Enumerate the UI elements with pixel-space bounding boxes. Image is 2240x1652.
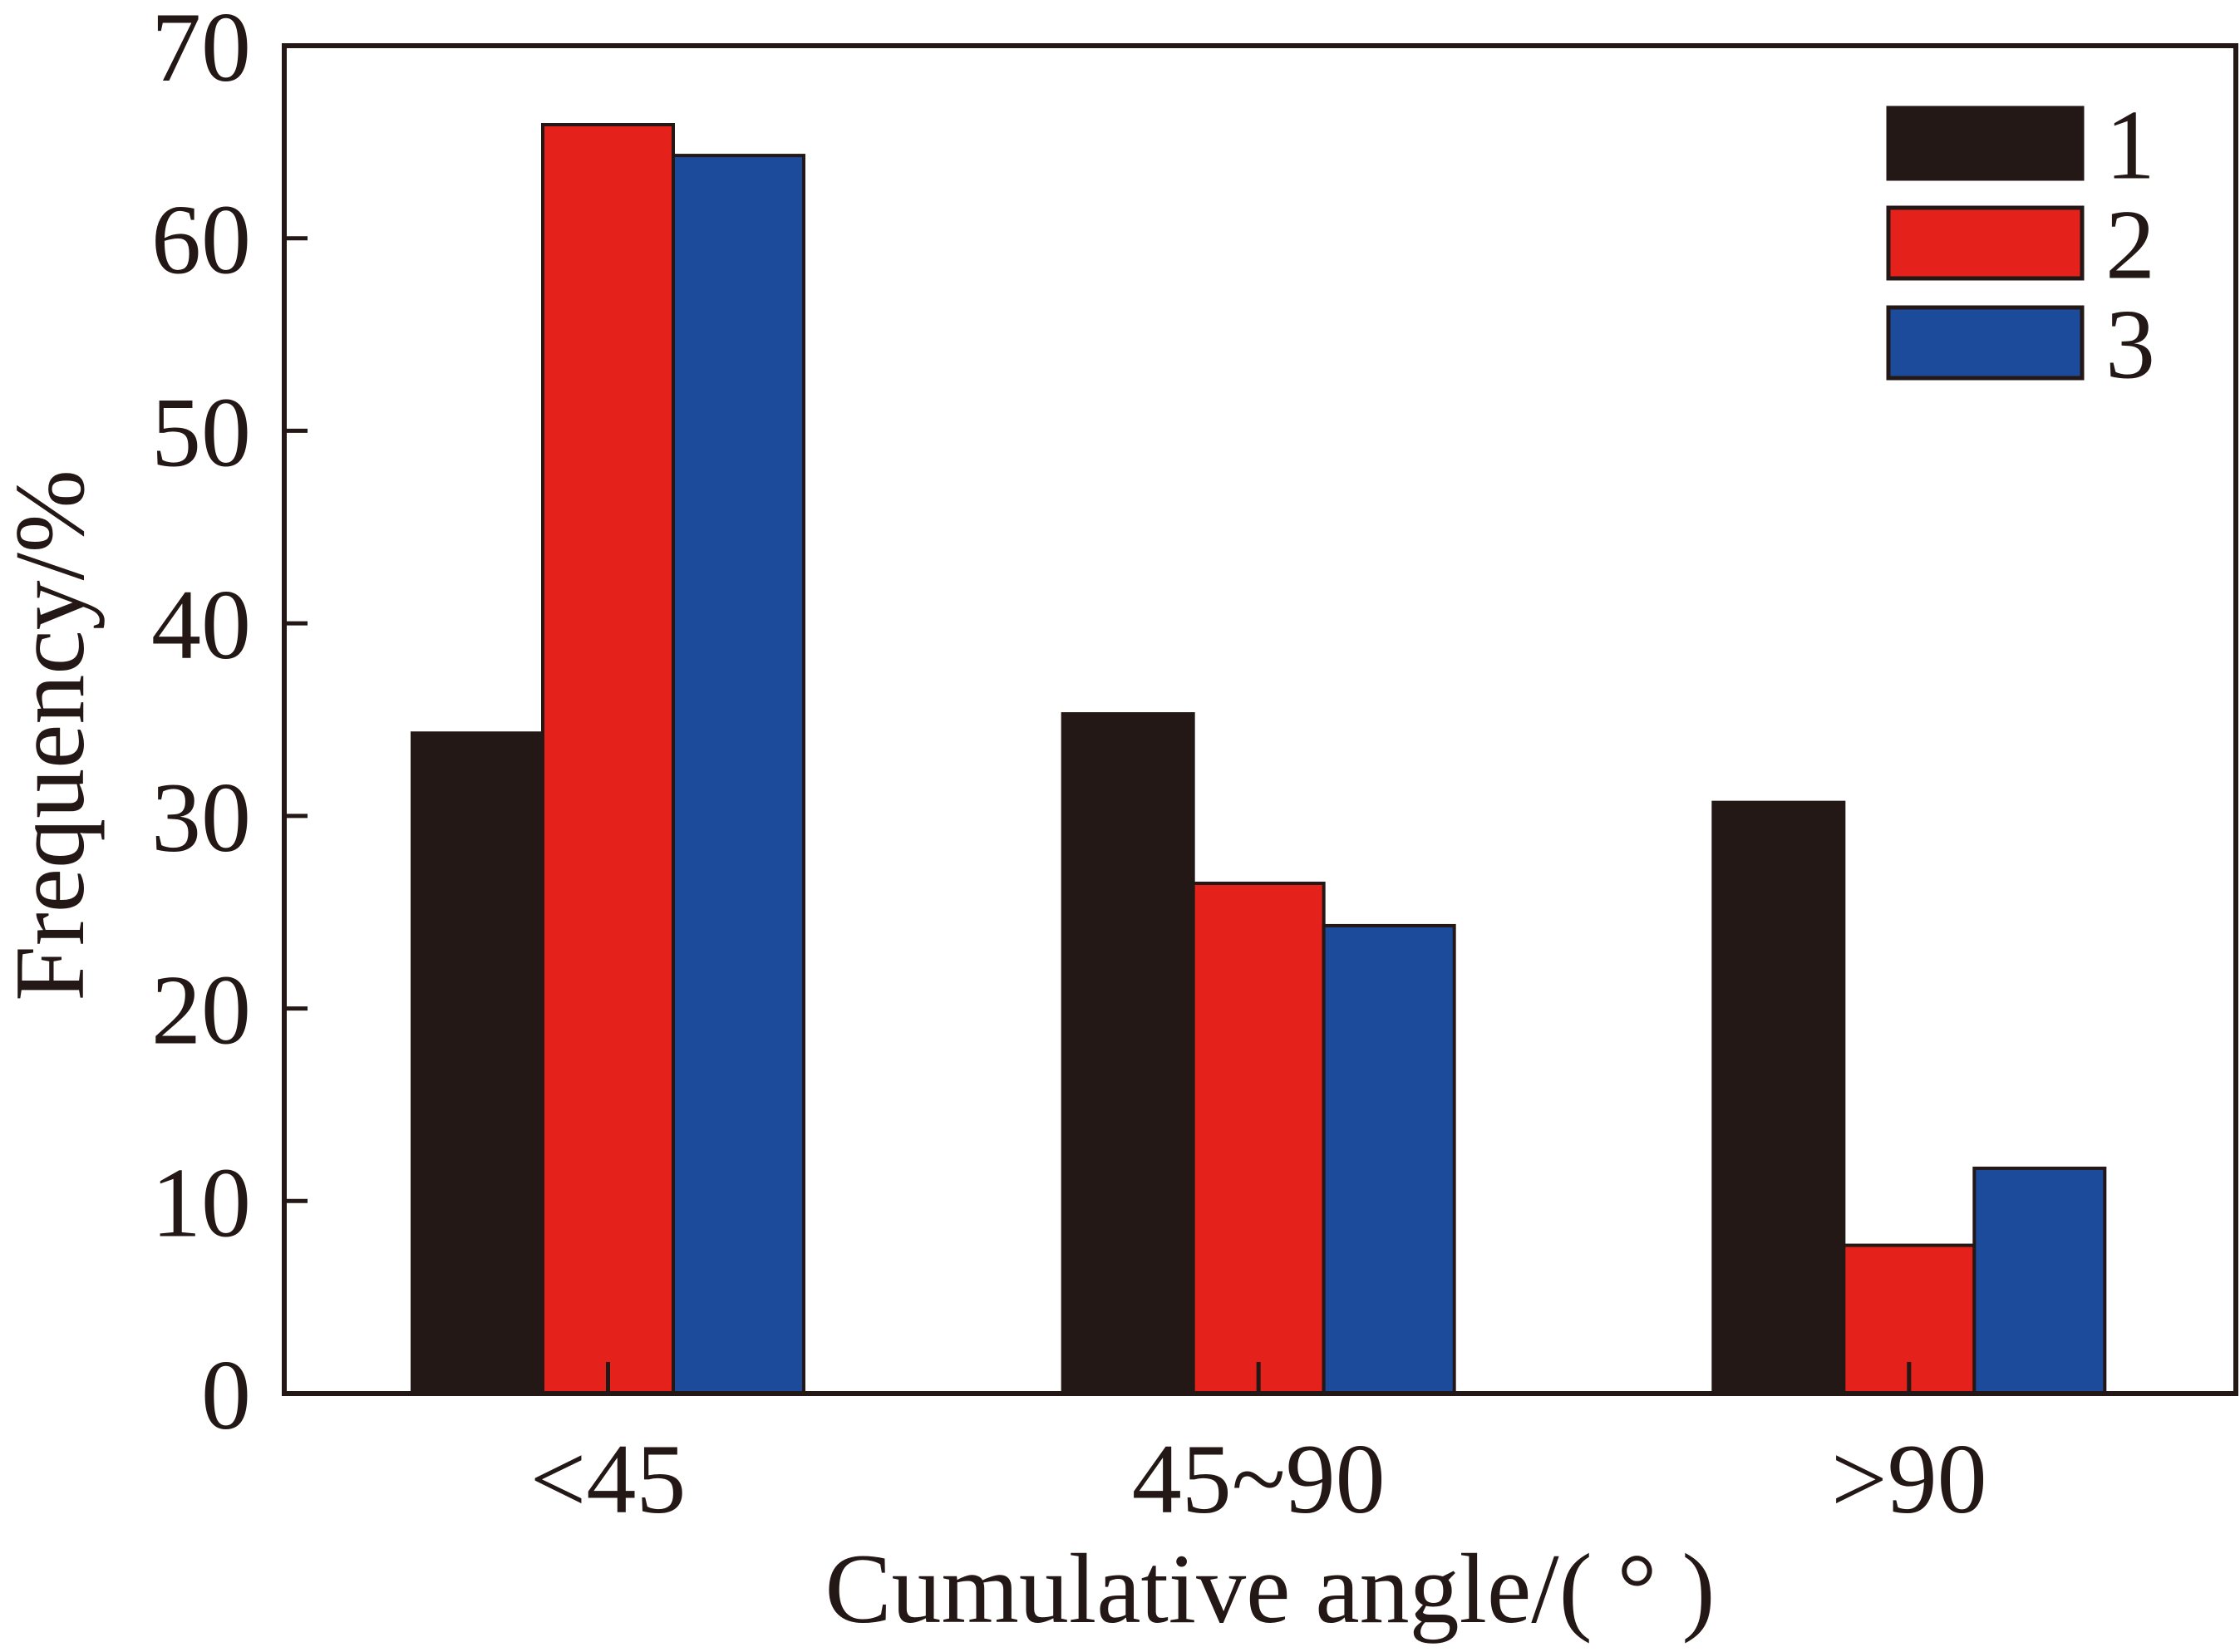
legend-swatch-2 [1886,205,2085,281]
bar-series-3-1 [1322,923,1456,1396]
x-axis-title: Cumulative angle/( ° ) [825,1533,1715,1644]
legend-swatch-3 [1886,305,2085,381]
y-axis-title: Frequency/% [0,470,105,1001]
y-tick-label: 50 [151,376,251,487]
bar-series-3-0 [672,154,805,1395]
y-tick-label: 70 [151,0,251,102]
x-tick-label: <45 [530,1423,687,1534]
y-tick-label: 30 [151,762,251,873]
bar-series-1-2 [1711,800,1846,1395]
bar-series-3-2 [1972,1166,2107,1395]
bars-layer [411,123,2107,1396]
legend-label-3: 3 [2105,289,2155,400]
bar-series-2-1 [1191,881,1326,1395]
bar-series-1-1 [1061,712,1195,1395]
y-tick-label: 10 [151,1147,251,1257]
bar-series-1-0 [411,731,544,1395]
y-tick-label: 40 [151,569,251,680]
legend-swatch-1 [1886,106,2085,181]
legend-label-1: 1 [2105,90,2155,200]
x-tick-label: 45~90 [1132,1423,1386,1534]
legend: 123 [1886,90,2155,400]
y-tick-label: 0 [201,1340,251,1450]
x-tick-label: >90 [1831,1423,1987,1534]
bar-series-2-0 [541,123,675,1396]
legend-label-2: 2 [2105,189,2155,300]
axes-layer: 0 10 20 30 40 50 60 70 <45 45~90 >90 [151,0,2238,1534]
y-tick-label: 60 [151,184,251,295]
y-tick-label: 20 [151,955,251,1065]
